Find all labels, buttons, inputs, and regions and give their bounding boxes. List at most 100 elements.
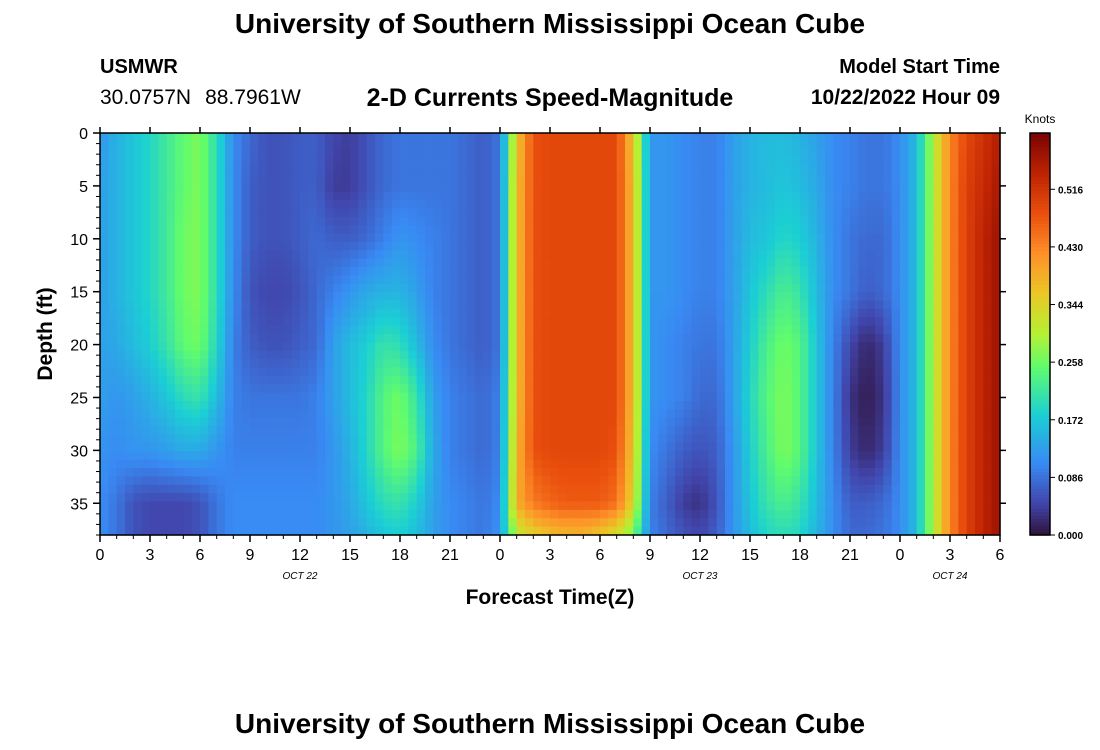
heatmap-cell: [358, 258, 368, 268]
heatmap-cell: [700, 342, 709, 352]
heatmap-cell: [658, 476, 668, 486]
heatmap-cell: [550, 476, 559, 486]
heatmap-cell: [708, 334, 718, 343]
heatmap-cell: [775, 342, 784, 352]
heatmap-cell: [891, 233, 901, 243]
heatmap-cell: [216, 509, 226, 519]
heatmap-cell: [458, 141, 468, 151]
heatmap-cell: [391, 401, 401, 410]
heatmap-cell: [316, 484, 326, 494]
heatmap-cell: [391, 384, 401, 394]
heatmap-cell: [266, 375, 276, 385]
heatmap-cell: [641, 476, 651, 486]
heatmap-cell: [500, 334, 509, 343]
heatmap-cell: [258, 200, 268, 209]
heatmap-cell: [291, 501, 301, 511]
heatmap-cell: [666, 451, 676, 461]
heatmap-cell: [716, 426, 726, 436]
heatmap-cell: [891, 468, 901, 477]
heatmap-cell: [608, 141, 618, 151]
heatmap-cell: [975, 468, 984, 477]
heatmap-cell: [450, 308, 459, 318]
heatmap-cell: [400, 166, 409, 176]
heatmap-cell: [808, 158, 818, 168]
heatmap-cell: [308, 183, 318, 193]
heatmap-cell: [433, 459, 443, 469]
heatmap-cell: [858, 392, 868, 402]
heatmap-cell: [108, 325, 118, 335]
heatmap-cell: [450, 292, 459, 302]
heatmap-cell: [850, 208, 859, 218]
heatmap-cell: [225, 308, 234, 318]
heatmap-cell: [225, 484, 234, 494]
heatmap-cell: [258, 384, 268, 394]
heatmap-cell: [725, 426, 734, 436]
heatmap-cell: [633, 300, 643, 310]
heatmap-cell: [541, 367, 551, 377]
heatmap-cell: [475, 509, 484, 519]
heatmap-cell: [541, 359, 551, 369]
heatmap-cell: [791, 367, 801, 377]
heatmap-cell: [575, 275, 584, 285]
heatmap-cell: [366, 493, 376, 503]
heatmap-cell: [475, 275, 484, 285]
heatmap-cell: [116, 459, 126, 469]
heatmap-cell: [208, 342, 218, 352]
heatmap-cell: [916, 200, 926, 209]
heatmap-cell: [666, 283, 676, 293]
heatmap-cell: [316, 225, 326, 235]
heatmap-cell: [366, 300, 376, 310]
heatmap-cell: [325, 451, 334, 461]
heatmap-cell: [908, 250, 918, 260]
heatmap-cell: [225, 401, 234, 410]
heatmap-cell: [425, 149, 434, 159]
heatmap-cell: [216, 191, 226, 201]
heatmap-cell: [483, 442, 493, 452]
heatmap-cell: [925, 359, 934, 369]
heatmap-cell: [400, 451, 409, 461]
heatmap-cell: [475, 493, 484, 503]
heatmap-cell: [566, 451, 576, 461]
heatmap-cell: [616, 468, 626, 477]
heatmap-cell: [950, 267, 959, 276]
heatmap-cell: [575, 267, 584, 276]
heatmap-cell: [616, 484, 626, 494]
heatmap-cell: [133, 200, 143, 209]
heatmap-cell: [416, 275, 426, 285]
heatmap-cell: [358, 367, 368, 377]
heatmap-cell: [650, 501, 659, 511]
heatmap-cell: [775, 442, 784, 452]
heatmap-cell: [333, 191, 343, 201]
heatmap-cell: [608, 484, 618, 494]
heatmap-cell: [558, 258, 568, 268]
heatmap-cell: [600, 233, 609, 243]
heatmap-cell: [166, 241, 176, 251]
heatmap-cell: [258, 451, 268, 461]
heatmap-cell: [408, 325, 418, 335]
heatmap-cell: [958, 325, 968, 335]
heatmap-cell: [691, 426, 701, 436]
heatmap-cell: [941, 191, 951, 201]
heatmap-cell: [458, 476, 468, 486]
heatmap-cell: [191, 392, 201, 402]
heatmap-cell: [166, 417, 176, 427]
heatmap-cell: [233, 141, 243, 151]
heatmap-cell: [616, 334, 626, 343]
heatmap-cell: [458, 200, 468, 209]
heatmap-cell: [108, 342, 118, 352]
heatmap-cell: [625, 158, 634, 168]
heatmap-cell: [775, 493, 784, 503]
heatmap-cell: [700, 501, 709, 511]
heatmap-cell: [258, 434, 268, 444]
heatmap-cell: [766, 401, 776, 410]
heatmap-cell: [700, 392, 709, 402]
heatmap-cell: [358, 359, 368, 369]
heatmap-cell: [933, 417, 943, 427]
heatmap-cell: [816, 174, 826, 184]
heatmap-cell: [166, 250, 176, 260]
heatmap-cell: [933, 166, 943, 176]
heatmap-cell: [166, 292, 176, 302]
heatmap-cell: [591, 501, 601, 511]
heatmap-cell: [666, 493, 676, 503]
heatmap-cell: [916, 434, 926, 444]
